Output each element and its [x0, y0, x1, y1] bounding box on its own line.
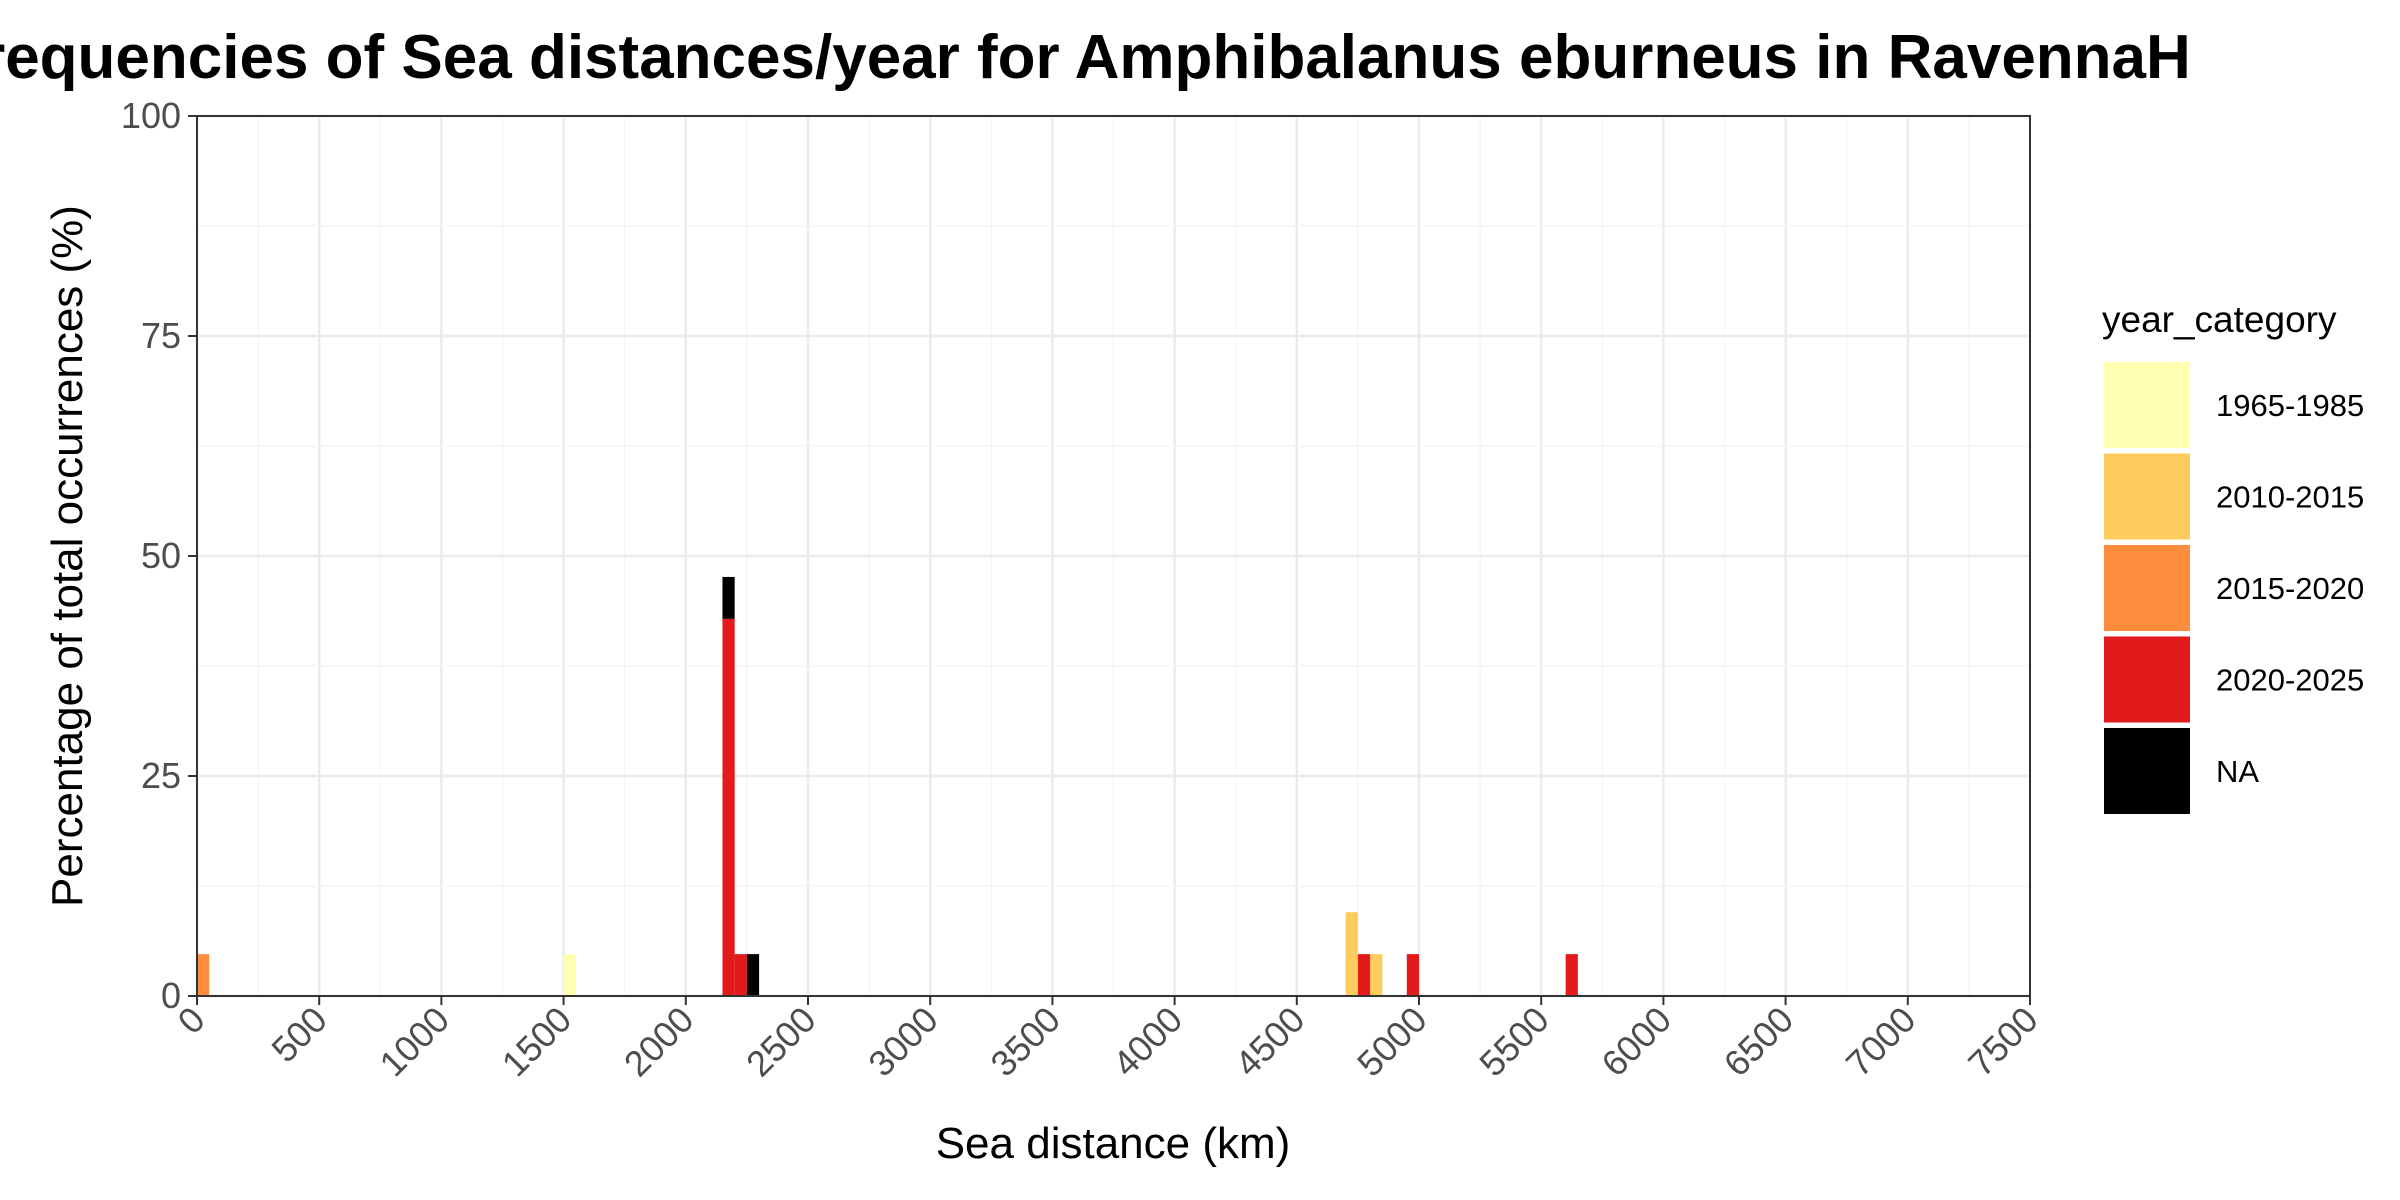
x-tick-label: 4000	[1105, 999, 1191, 1085]
x-tick-label: 2000	[616, 999, 702, 1085]
legend-key	[2104, 728, 2190, 814]
y-tick-label: 25	[141, 755, 181, 796]
x-tick-label: 3500	[982, 999, 1068, 1085]
x-tick-label: 3000	[860, 999, 946, 1085]
chart-title: Frequencies of Sea distances/year for Am…	[0, 23, 2191, 92]
x-tick-label: 6500	[1716, 999, 1802, 1085]
x-tick-label: 7000	[1838, 999, 1924, 1085]
legend: year_category 1965-1985 2010-2015 2015-202…	[2102, 299, 2364, 814]
bar-2015-2020	[197, 954, 210, 996]
bar-1965-1985	[563, 954, 576, 996]
y-tick-label: 50	[141, 535, 181, 576]
grid	[195, 114, 2032, 998]
x-tick-label: 500	[263, 999, 334, 1070]
x-axis-title: Sea distance (km)	[936, 1119, 1291, 1168]
bar-2020-2025	[1357, 954, 1371, 996]
legend-label: 2015-2020	[2216, 571, 2364, 606]
bars	[197, 576, 1578, 996]
y-tick-label: 100	[121, 95, 181, 136]
x-tick-label: 1000	[371, 999, 457, 1085]
x-tick-label: 0	[170, 999, 213, 1042]
x-tick-label: 5000	[1349, 999, 1435, 1085]
y-axis-title: Percentage of total occurrences (%)	[43, 205, 92, 907]
legend-title: year_category	[2102, 299, 2337, 340]
bar-na	[746, 954, 760, 996]
legend-key	[2104, 362, 2190, 448]
legend-key	[2104, 636, 2190, 723]
y-tick-label: 75	[141, 315, 181, 356]
bar-2020-2025	[1565, 954, 1578, 996]
legend-label: NA	[2216, 754, 2259, 789]
legend-key	[2104, 453, 2190, 540]
bar-2020-2025	[722, 618, 735, 996]
x-axis: 0 500 1000 1500 2000 2500 3000 3500 4000 4500 5000…	[170, 996, 2046, 1084]
bar-2020-2025	[1406, 954, 1419, 996]
y-tick-label: 0	[161, 975, 181, 1016]
legend-key	[2104, 545, 2190, 631]
x-tick-label: 6000	[1593, 999, 1679, 1085]
bar-2010-2015	[1370, 954, 1383, 996]
y-axis: 0 25 50 75 100	[121, 95, 197, 1016]
x-tick-label: 5500	[1471, 999, 1557, 1085]
bar-2020-2025	[734, 954, 747, 996]
x-tick-label: 4500	[1227, 999, 1313, 1085]
x-tick-label: 2500	[738, 999, 824, 1085]
bar-2010-2015	[1345, 912, 1358, 996]
bar-na	[722, 576, 735, 619]
legend-label: 1965-1985	[2216, 388, 2364, 423]
legend-label: 2010-2015	[2216, 480, 2364, 515]
x-tick-label: 1500	[494, 999, 580, 1085]
legend-label: 2020-2025	[2216, 663, 2364, 698]
x-tick-label: 7500	[1960, 999, 2046, 1085]
